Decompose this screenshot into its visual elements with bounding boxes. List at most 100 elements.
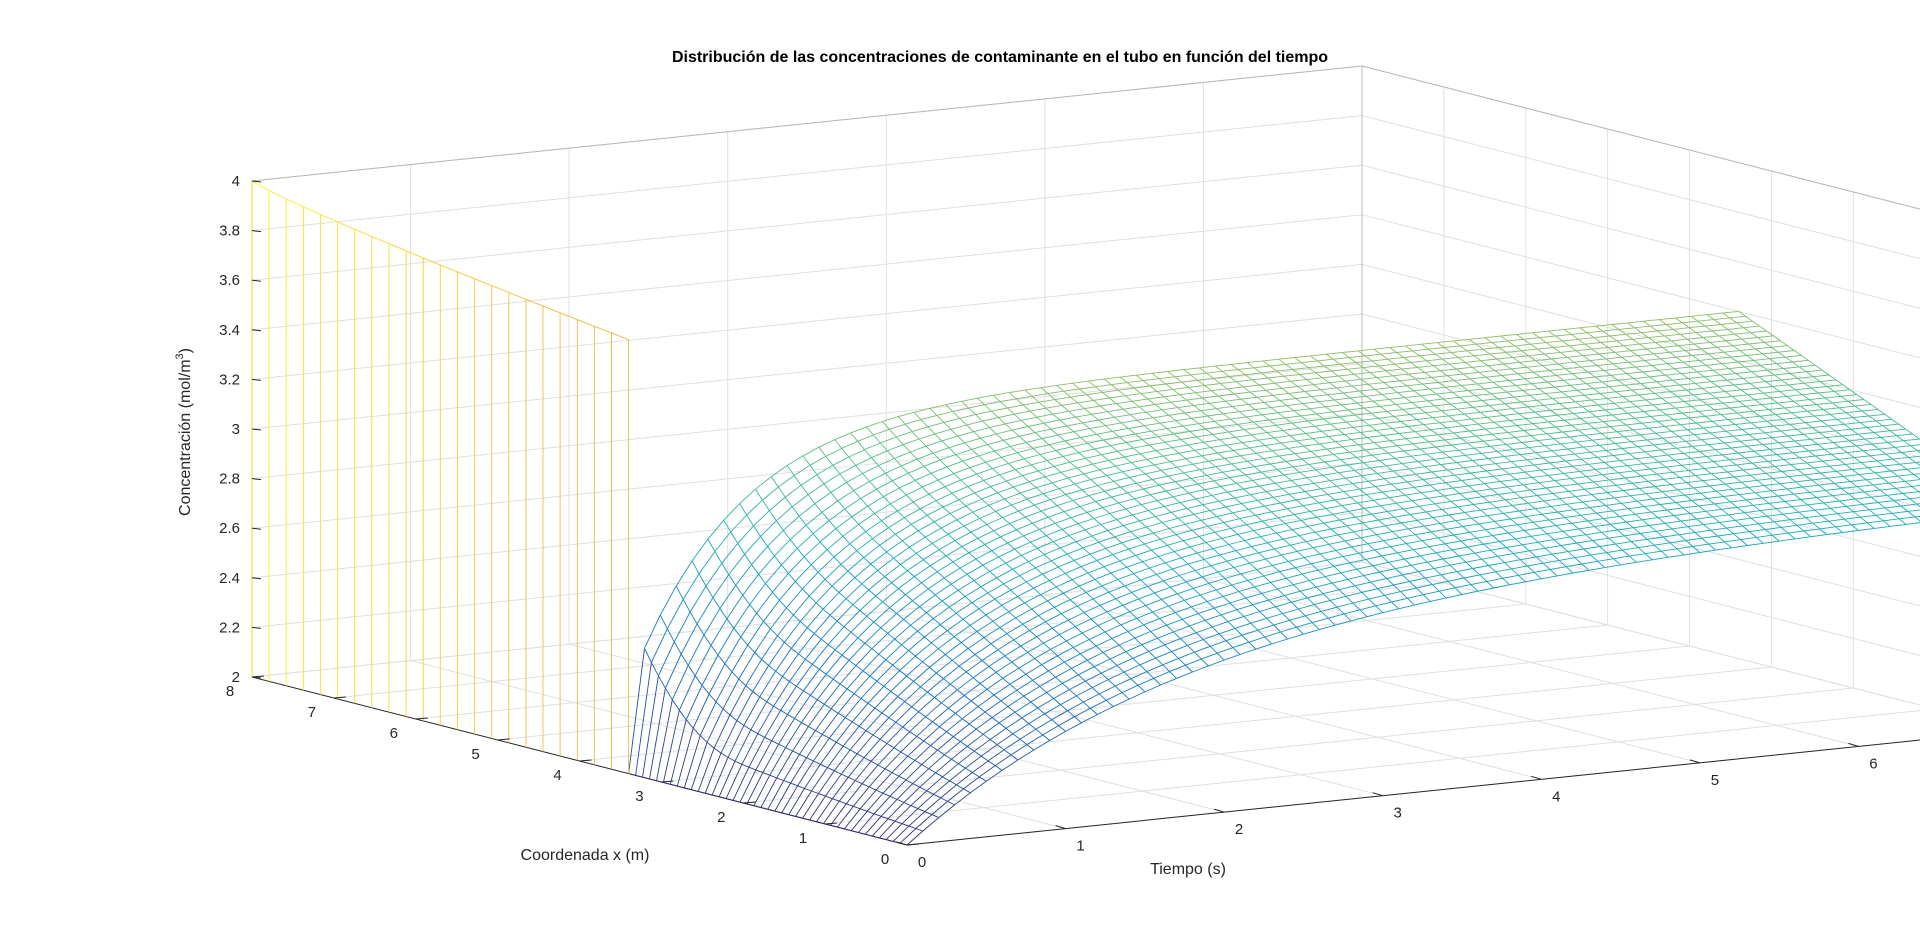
mesh-line [874, 707, 883, 714]
mesh-line [1769, 447, 1786, 450]
mesh-line [1616, 338, 1633, 342]
mesh-line [1477, 475, 1494, 479]
mesh-line [1599, 543, 1616, 547]
mesh-line [906, 675, 914, 682]
mesh-line [1121, 422, 1129, 429]
mesh-line [860, 488, 877, 499]
mesh-line [1258, 384, 1267, 391]
mesh-line [1580, 512, 1597, 516]
mesh-line [1297, 384, 1314, 387]
mesh-line [1232, 406, 1240, 413]
mesh-line [995, 672, 1004, 679]
mesh-line [1659, 502, 1676, 505]
mesh-line [1311, 396, 1319, 403]
mesh-line [771, 740, 779, 745]
mesh-line [1090, 479, 1098, 486]
mesh-line [1216, 408, 1224, 415]
mesh-line [1691, 404, 1708, 407]
mesh-line [685, 685, 703, 720]
mesh-line [1326, 556, 1343, 561]
mesh-line [1305, 430, 1322, 434]
mesh-line [1444, 540, 1461, 545]
mesh-line [1744, 510, 1761, 514]
mesh-line [696, 597, 714, 625]
mesh-line [1093, 666, 1102, 674]
mesh-line [1276, 532, 1284, 540]
mesh-line [1556, 465, 1573, 469]
mesh-line [1397, 390, 1414, 394]
mesh-line [1292, 367, 1309, 370]
mesh-line [1635, 513, 1643, 521]
mesh-line [1494, 420, 1511, 423]
mesh-line [1404, 558, 1412, 566]
mesh-line [1598, 351, 1615, 355]
mesh-line [1365, 447, 1382, 451]
mesh-line [871, 818, 889, 837]
mesh-line [996, 568, 1013, 579]
mesh-line [1784, 405, 1801, 409]
mesh-line [1230, 416, 1247, 420]
mesh-line [1419, 355, 1427, 362]
mesh-line [1890, 523, 1907, 527]
mesh-line [1247, 580, 1256, 588]
mesh-line [808, 726, 816, 731]
mesh-line [1085, 672, 1102, 682]
mesh-line [1571, 422, 1588, 426]
mesh-line [823, 683, 841, 705]
mesh-line [1701, 535, 1718, 539]
mesh-line [1366, 612, 1383, 618]
mesh-line [1229, 597, 1246, 604]
mesh-line [912, 600, 920, 607]
mesh-line [1825, 488, 1842, 491]
mesh-line [1311, 496, 1320, 504]
mesh-line [1390, 543, 1407, 548]
mesh-line [1626, 521, 1634, 529]
mesh-line [1455, 420, 1463, 427]
mesh-line [1426, 561, 1435, 569]
mesh-line [959, 558, 977, 569]
mesh-line [780, 710, 788, 715]
mesh-line [1028, 713, 1045, 724]
mesh-line [1415, 471, 1432, 475]
mesh-line [1148, 444, 1157, 451]
mesh-line [1516, 476, 1533, 480]
mesh-line [761, 635, 778, 660]
mesh-line [843, 626, 852, 633]
mesh-line [1266, 613, 1283, 619]
mesh-line [1126, 442, 1134, 449]
mesh-line [1349, 451, 1357, 458]
mesh-line [1325, 406, 1333, 413]
mesh-line [881, 520, 889, 528]
mesh-line [1048, 661, 1065, 672]
mesh-line [1296, 622, 1313, 628]
mesh-line [977, 394, 994, 399]
mesh-line [943, 678, 951, 685]
mesh-line [1612, 361, 1629, 365]
mesh-line [1146, 409, 1163, 413]
mesh-line [1439, 520, 1456, 524]
mesh-line [1456, 366, 1473, 370]
mesh-line [1089, 547, 1106, 555]
mesh-line [1378, 516, 1395, 521]
mesh-line [1385, 525, 1393, 533]
mesh-line [1486, 577, 1503, 582]
mesh-line [1719, 373, 1736, 376]
mesh-line [1647, 538, 1655, 546]
mesh-line [923, 459, 941, 467]
mesh-line [1424, 370, 1441, 373]
mesh-line [1394, 362, 1411, 365]
mesh-line [1346, 522, 1363, 527]
mesh-line [1303, 443, 1320, 447]
mesh-line [1704, 324, 1721, 327]
mesh-line [1018, 510, 1026, 518]
mesh-line [1483, 438, 1500, 442]
mesh-line [1379, 571, 1387, 579]
mesh-line [874, 503, 891, 514]
mesh-line [1117, 447, 1134, 452]
mesh-line [1029, 410, 1038, 418]
mesh-line [1584, 393, 1601, 396]
mesh-line [1394, 363, 1402, 370]
mesh-line [1546, 433, 1554, 440]
mesh-line [958, 492, 975, 501]
mesh-line [1004, 645, 1021, 657]
